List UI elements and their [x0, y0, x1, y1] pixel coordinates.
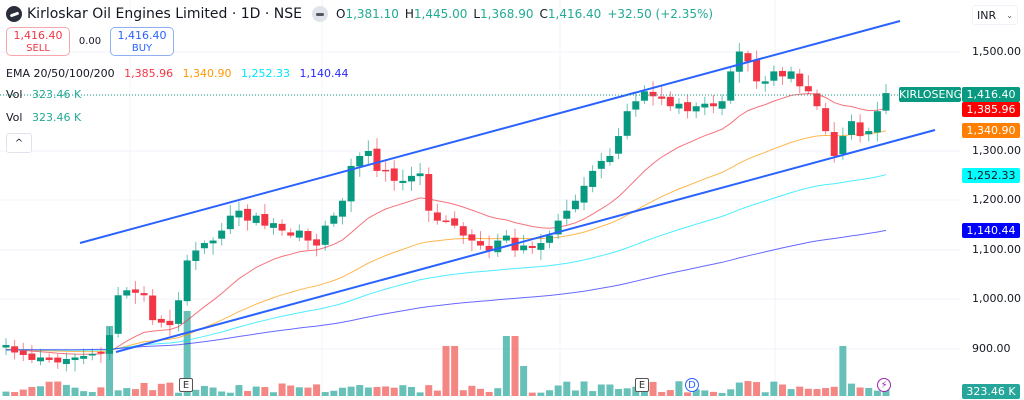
candlesticks [2, 43, 890, 372]
ema50-value: 1,340.90 [182, 67, 232, 80]
volume-legend-2[interactable]: Vol 323.46 K [6, 111, 82, 124]
spread-value: 0.00 [78, 36, 102, 47]
ema-legend[interactable]: EMA 20/50/100/200 1,385.96 1,340.90 1,25… [6, 67, 349, 80]
volume-legend[interactable]: Vol 323.46 K [6, 88, 82, 101]
ema20-value: 1,385.96 [124, 67, 174, 80]
buy-button[interactable]: 1,416.40 BUY [110, 27, 174, 56]
trade-panel: 1,416.40 SELL 0.00 1,416.40 BUY [6, 27, 174, 56]
ema200-tag: 1,140.44 [962, 223, 1020, 238]
ema20-tag: 1,385.96 [962, 102, 1020, 117]
dividend-marker[interactable]: D [685, 378, 699, 392]
price-axis-label: 1,200.00 [972, 193, 1021, 206]
split-marker[interactable]: ⚡ [877, 378, 891, 392]
price-axis-label: 1,300.00 [972, 144, 1021, 157]
price-axis-label: 1,100.00 [972, 243, 1021, 256]
earnings-marker[interactable]: E [179, 378, 193, 392]
volume-tag: 323.46 K [962, 384, 1020, 399]
chevron-up-icon: ^ [14, 137, 24, 149]
chevron-down-icon: ⌄ [1006, 10, 1013, 20]
earnings-marker[interactable]: E [635, 378, 649, 392]
volume-bars [2, 311, 890, 396]
price-axis-label: 1,500.00 [972, 45, 1021, 58]
chart-header: Kirloskar Oil Engines Limited · 1D · NSE… [6, 4, 713, 24]
last-price-tag: 1,416.40 [962, 87, 1020, 102]
price-axis-label: 1,000.00 [972, 292, 1021, 305]
ema50-tag: 1,340.90 [962, 123, 1020, 138]
company-logo-icon [6, 6, 22, 22]
ema100-tag: 1,252.33 [962, 168, 1020, 183]
price-change: +32.50 (+2.35%) [607, 7, 714, 21]
ema100-value: 1,252.33 [241, 67, 291, 80]
ema-lines [5, 92, 887, 355]
market-status-icon[interactable] [312, 6, 328, 22]
collapse-legend-button[interactable]: ^ [6, 133, 32, 153]
grid-lines [0, 0, 960, 400]
trend-channel[interactable] [79, 20, 936, 353]
price-axis-label: 900.00 [972, 342, 1011, 355]
ohlc-values: O1,381.10 H1,445.00 L1,368.90 C1,416.40 … [336, 7, 714, 21]
sell-button[interactable]: 1,416.40 SELL [6, 27, 70, 56]
symbol-tag: KIRLOSENG [899, 87, 963, 102]
currency-select[interactable]: INR ⌄ [972, 5, 1018, 25]
symbol-title[interactable]: Kirloskar Oil Engines Limited · 1D · NSE [27, 6, 302, 22]
ema200-value: 1,140.44 [299, 67, 349, 80]
